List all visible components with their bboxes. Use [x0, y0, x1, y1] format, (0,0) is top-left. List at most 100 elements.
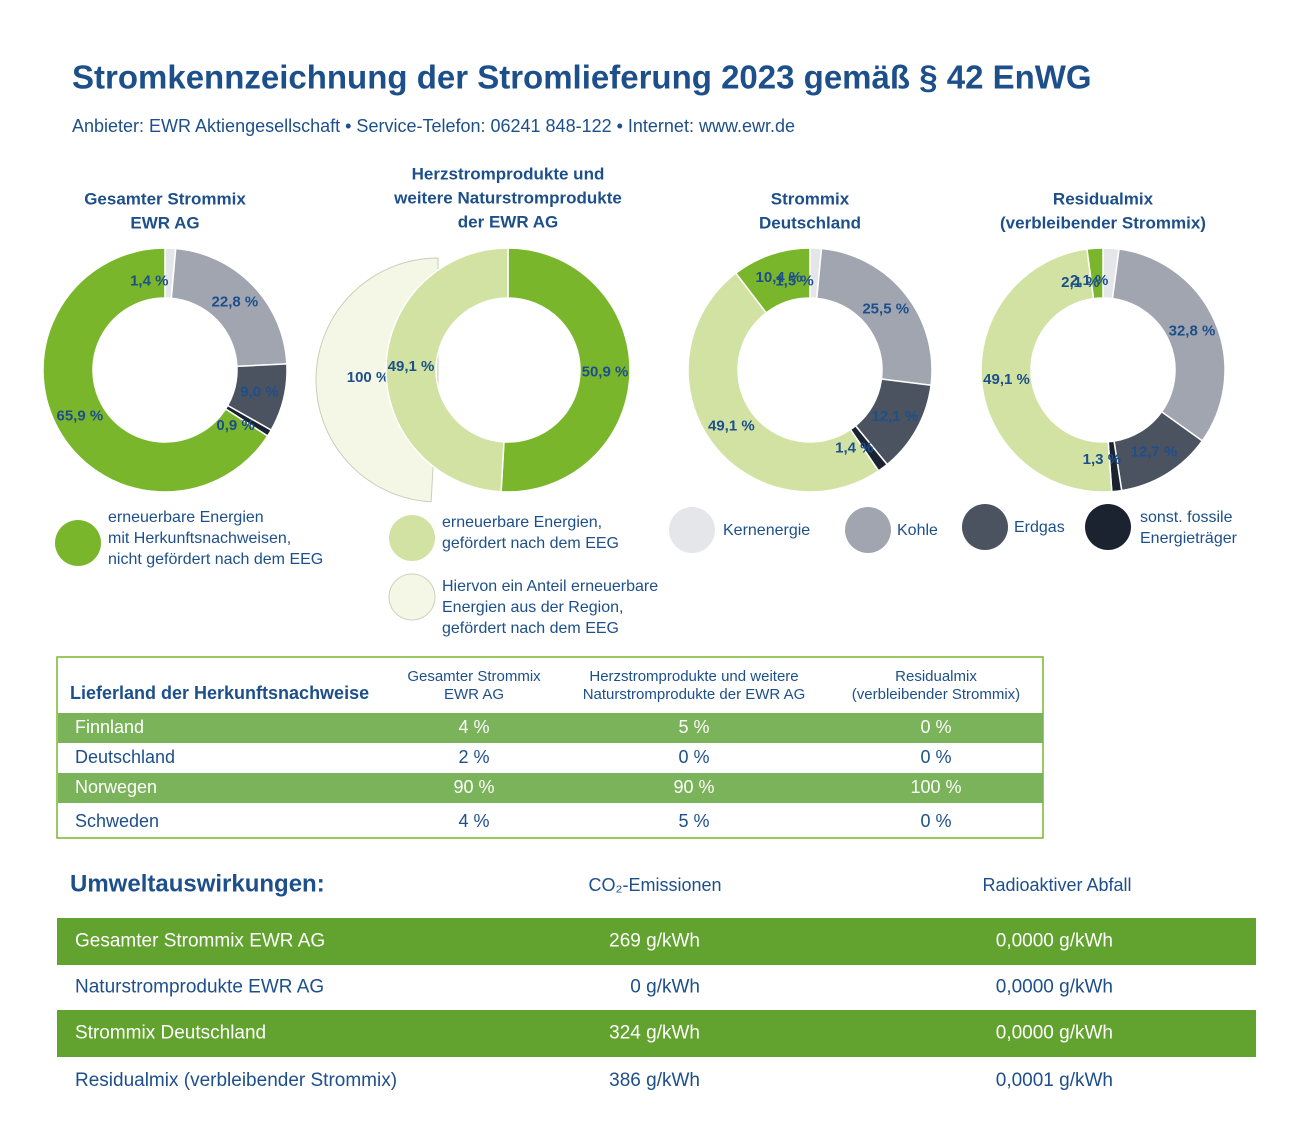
- subtitle: Anbieter: EWR Aktiengesellschaft • Servi…: [72, 116, 795, 136]
- value-label: 1,5 %: [775, 272, 813, 289]
- legend-label: Kernenergie: [723, 522, 810, 539]
- table-cell: 0 %: [920, 747, 951, 767]
- column-header: (verbleibender Strommix): [852, 686, 1020, 703]
- column-header: Herzstromprodukte und weitere: [589, 668, 798, 685]
- chart-title: Gesamter Strommix: [84, 189, 246, 208]
- table-cell: 5 %: [678, 717, 709, 737]
- legend-label: erneuerbare Energien,: [442, 514, 602, 531]
- chart-title: Deutschland: [759, 213, 861, 232]
- env-row: [57, 918, 1256, 965]
- env-cell: Strommix Deutschland: [75, 1023, 266, 1044]
- value-label: 12,1 %: [872, 408, 919, 425]
- value-label: 32,8 %: [1169, 322, 1216, 339]
- table-cell: 0 %: [678, 747, 709, 767]
- env-cell: 0,0000 g/kWh: [996, 1023, 1113, 1044]
- env-cell: 324 g/kWh: [609, 1023, 700, 1044]
- env-cell: Residualmix (verbleibender Strommix): [75, 1070, 397, 1091]
- column-header: Radioaktiver Abfall: [982, 875, 1131, 895]
- legend-swatch: [389, 515, 435, 561]
- table-row: [58, 773, 1043, 803]
- value-label: 49,1 %: [983, 371, 1030, 388]
- chart-title: Strommix: [771, 189, 850, 208]
- donut-segment: [980, 248, 1113, 493]
- value-label: 10,4 %: [756, 269, 803, 286]
- legend-label: nicht gefördert nach dem EEG: [108, 551, 323, 568]
- chart-title: weitere Naturstromprodukte: [393, 188, 622, 207]
- chart-title: EWR AG: [130, 213, 199, 232]
- table-cell: 4 %: [458, 717, 489, 737]
- legend-swatch: [669, 507, 715, 553]
- column-header: EWR AG: [444, 686, 504, 703]
- env-cell: 0,0000 g/kWh: [996, 977, 1113, 998]
- legend-swatch: [962, 504, 1008, 550]
- env-cell: Gesamter Strommix EWR AG: [75, 931, 325, 952]
- value-label: 9,0 %: [240, 383, 278, 400]
- value-label: 49,1 %: [388, 358, 435, 375]
- donut-segment: [500, 247, 631, 493]
- legend-label: Erdgas: [1014, 519, 1065, 536]
- donut-segment: [815, 247, 933, 387]
- table-cell: 100 %: [910, 777, 961, 797]
- table-row: [58, 713, 1043, 743]
- value-label: 1,4 %: [130, 272, 168, 289]
- value-label: 49,1 %: [708, 418, 755, 435]
- table-cell: 5 %: [678, 811, 709, 831]
- title: Stromkennzeichnung der Stromlieferung 20…: [72, 59, 1092, 96]
- column-header: Residualmix: [895, 668, 977, 685]
- legend-label: Energien aus der Region,: [442, 599, 623, 616]
- table-cell: Norwegen: [75, 777, 157, 797]
- env-row: [57, 1010, 1256, 1057]
- value-label: 12,7 %: [1131, 444, 1178, 461]
- value-label: 50,9 %: [582, 364, 629, 381]
- donut-segment: [1111, 248, 1226, 442]
- env-cell: 386 g/kWh: [609, 1070, 700, 1091]
- legend-label: gefördert nach dem EEG: [442, 535, 619, 552]
- value-label: 0,9 %: [216, 417, 254, 434]
- value-label: 100 %: [347, 369, 390, 386]
- donut-segment: [1086, 247, 1104, 300]
- donut-segment: [42, 247, 269, 493]
- env-cell: 0,0000 g/kWh: [996, 931, 1113, 952]
- table-cell: 4 %: [458, 811, 489, 831]
- legend-label: Kohle: [897, 522, 938, 539]
- chart-title: Herzstromprodukte und: [412, 164, 605, 183]
- value-label: 1,3 %: [1083, 451, 1121, 468]
- donut-segment: [687, 272, 880, 493]
- env-cell: 0,0001 g/kWh: [996, 1070, 1113, 1091]
- table-cell: 90 %: [673, 777, 714, 797]
- table-title: Lieferland der Herkunftsnachweise: [70, 683, 369, 703]
- table-cell: Schweden: [75, 811, 159, 831]
- legend-label: Energieträger: [1140, 530, 1238, 547]
- env-cell: 269 g/kWh: [609, 931, 700, 952]
- table-cell: 0 %: [920, 717, 951, 737]
- chart-title: (verbleibender Strommix): [1000, 213, 1206, 232]
- value-label: 2,1 %: [1061, 274, 1099, 291]
- legend-swatch: [55, 520, 101, 566]
- donut-segment: [734, 247, 811, 314]
- value-label: 2,1 %: [1070, 272, 1108, 289]
- table-frame: [56, 656, 1044, 839]
- legend-label: sonst. fossile: [1140, 509, 1233, 526]
- table-cell: Deutschland: [75, 747, 175, 767]
- value-label: 25,5 %: [862, 300, 909, 317]
- value-label: 22,8 %: [212, 294, 259, 311]
- value-label: 1,4 %: [835, 439, 873, 456]
- column-header: CO₂-Emissionen: [588, 875, 721, 895]
- chart-title: der EWR AG: [458, 212, 558, 231]
- legend-swatch: [845, 507, 891, 553]
- donut-segment: [385, 247, 509, 493]
- value-label: 65,9 %: [57, 407, 104, 424]
- legend-label: gefördert nach dem EEG: [442, 620, 619, 637]
- env-cell: Naturstromprodukte EWR AG: [75, 977, 324, 998]
- column-header: Gesamter Strommix: [407, 668, 541, 685]
- table-cell: 90 %: [453, 777, 494, 797]
- legend-swatch: [1085, 504, 1131, 550]
- legend-label: mit Herkunftsnachweisen,: [108, 530, 291, 547]
- column-header: Naturstromprodukte der EWR AG: [583, 686, 806, 703]
- env-cell: 0 g/kWh: [630, 977, 700, 998]
- table-cell: 0 %: [920, 811, 951, 831]
- legend-label: erneuerbare Energien: [108, 509, 264, 526]
- legend-label: Hiervon ein Anteil erneuerbare: [442, 578, 658, 595]
- table-cell: 2 %: [458, 747, 489, 767]
